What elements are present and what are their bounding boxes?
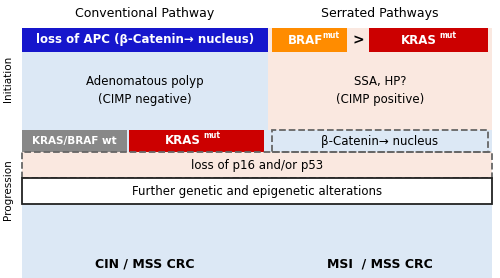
Text: mut: mut [203,131,220,140]
Text: β-Catenin→ nucleus: β-Catenin→ nucleus [322,135,438,148]
Bar [22,28,268,52]
Bar [369,28,488,52]
Bar [272,28,347,52]
Text: KRAS: KRAS [401,34,437,46]
Bar [22,250,268,278]
Bar [272,130,488,152]
Text: BRAF: BRAF [288,34,324,46]
Text: Adenomatous polyp
(CIMP negative): Adenomatous polyp (CIMP negative) [86,76,204,106]
Text: MSI  / MSS CRC: MSI / MSS CRC [327,257,433,270]
Text: Initiation: Initiation [3,56,13,102]
Text: Progression: Progression [3,160,13,220]
Bar [22,28,268,130]
Text: KRAS/BRAF wt: KRAS/BRAF wt [32,136,117,146]
Text: mut: mut [323,31,340,39]
Text: Conventional Pathway: Conventional Pathway [76,6,214,19]
Text: Serrated Pathways: Serrated Pathways [321,6,439,19]
Text: KRAS: KRAS [165,135,201,148]
Text: Further genetic and epigenetic alterations: Further genetic and epigenetic alteratio… [132,185,382,197]
Text: loss of p16 and/or p53: loss of p16 and/or p53 [191,158,323,172]
Bar [268,250,492,278]
Bar [22,130,268,250]
Bar [129,130,264,152]
Bar [22,152,492,178]
Bar [22,130,127,152]
Text: mut: mut [439,31,456,39]
Text: loss of APC (β-Catenin→ nucleus): loss of APC (β-Catenin→ nucleus) [36,34,254,46]
Bar [268,130,492,250]
Text: SSA, HP?
(CIMP positive): SSA, HP? (CIMP positive) [336,76,424,106]
Text: >: > [352,33,364,47]
Bar [22,178,492,204]
Text: CIN / MSS CRC: CIN / MSS CRC [95,257,195,270]
Bar [268,28,492,130]
